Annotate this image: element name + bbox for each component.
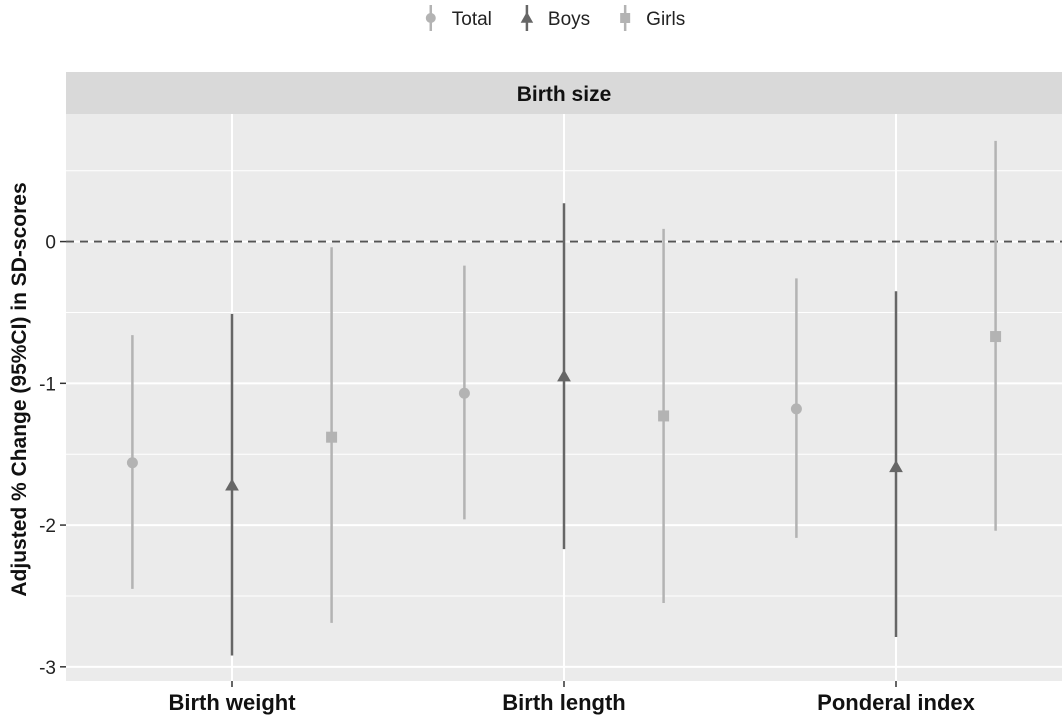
- panel-title: Birth size: [517, 83, 612, 106]
- legend-key-square: [620, 13, 631, 23]
- y-tick-label: -1: [39, 374, 56, 395]
- y-tick-label: 0: [45, 233, 56, 254]
- point-girls: [990, 331, 1002, 343]
- point-girls: [658, 410, 670, 422]
- x-axis: Birth weight Birth length Ponderal index: [168, 681, 976, 715]
- legend-label: Girls: [646, 9, 685, 30]
- legend-key-triangle: [520, 11, 534, 23]
- point-total: [458, 387, 470, 399]
- x-tick-label: Ponderal index: [817, 690, 975, 715]
- y-axis-label: Adjusted % Change (95%CI) in SD-scores: [8, 182, 31, 596]
- legend-label: Total: [452, 9, 492, 30]
- point-boys: [889, 460, 903, 473]
- point-girls: [326, 431, 338, 443]
- legend-label: Boys: [548, 9, 590, 30]
- y-axis: 0 -1 -2 -3: [39, 233, 66, 679]
- y-tick-label: -2: [39, 516, 56, 537]
- point-total: [790, 403, 802, 415]
- point-boys: [557, 369, 571, 382]
- panel-strip: [66, 72, 1062, 114]
- legend-item-girls: Girls: [620, 5, 685, 31]
- data-marks: [126, 140, 1002, 656]
- y-tick-label: -3: [39, 658, 56, 679]
- legend-item-total: Total: [425, 5, 492, 31]
- legend: Total Boys Girls: [425, 5, 685, 31]
- point-boys: [225, 478, 239, 491]
- point-total: [126, 457, 138, 469]
- legend-key-circle: [425, 13, 436, 23]
- legend-item-boys: Boys: [520, 5, 590, 31]
- x-tick-label: Birth length: [502, 690, 625, 715]
- x-tick-label: Birth weight: [168, 690, 296, 715]
